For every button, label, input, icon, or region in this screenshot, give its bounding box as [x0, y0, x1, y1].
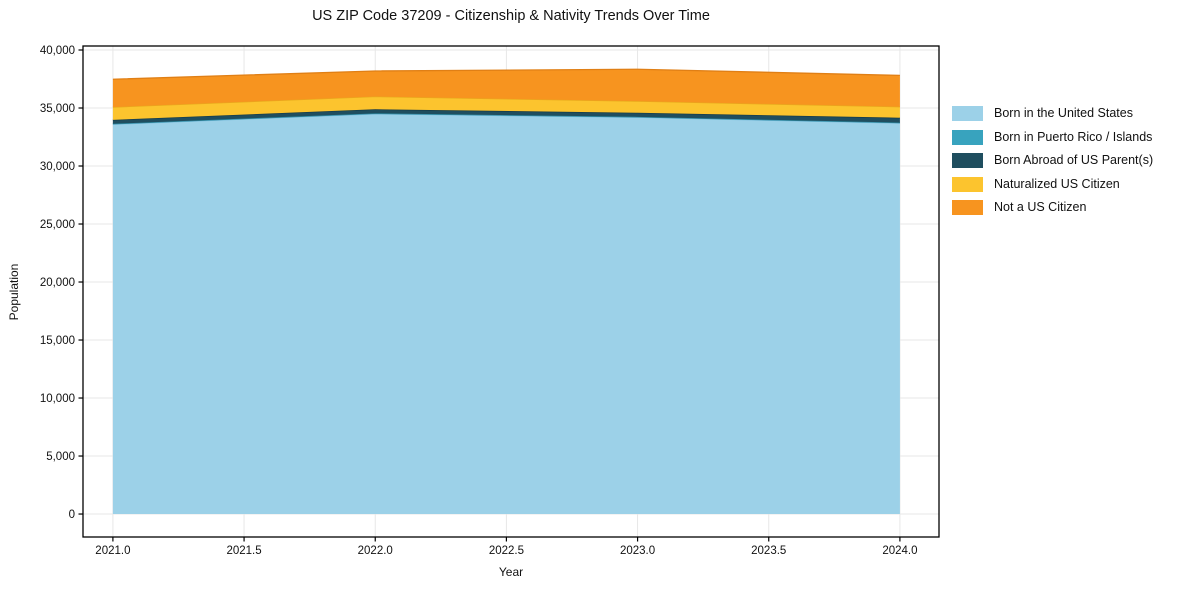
y-tick-label: 10,000 [40, 393, 75, 405]
legend-label: Not a US Citizen [994, 200, 1087, 214]
legend-label: Born in the United States [994, 106, 1133, 120]
legend-label: Naturalized US Citizen [994, 176, 1120, 191]
legend: Born in the United States Born in Puerto… [952, 106, 1153, 215]
legend-item: Born in Puerto Rico / Islands [952, 129, 1153, 145]
x-tick-label: 2023.5 [751, 545, 786, 557]
legend-swatch-not-a-citizen [952, 200, 983, 215]
legend-item: Not a US Citizen [952, 200, 1153, 215]
legend-swatch-born-in-puerto-rico [952, 129, 983, 145]
y-tick-label: 25,000 [40, 219, 75, 231]
legend-item: Born Abroad of US Parent(s) [952, 153, 1153, 168]
chart-title: US ZIP Code 37209 - Citizenship & Nativi… [312, 8, 710, 24]
y-tick-label: 30,000 [40, 161, 75, 173]
edge-born-in-puerto-rico-islands [112, 112, 900, 125]
legend-item: Born in the United States [952, 106, 1153, 121]
x-tick-label: 2024.0 [882, 545, 917, 557]
legend-swatch-born-in-us [952, 106, 983, 121]
legend-item: Naturalized US Citizen [952, 176, 1153, 192]
area-born-in-the-united-states [112, 113, 900, 515]
x-tick-label: 2021.0 [95, 545, 130, 557]
area-not-a-us-citizen [112, 69, 900, 108]
x-tick-label: 2022.5 [489, 545, 524, 557]
x-axis-label: Year [498, 565, 524, 579]
y-tick-label: 35,000 [40, 103, 75, 115]
y-axis-label: Population [7, 263, 21, 321]
x-tick-label: 2021.5 [226, 545, 261, 557]
area-naturalized-us-citizen [112, 96, 900, 120]
legend-label: Born Abroad of US Parent(s) [994, 153, 1154, 167]
y-tick-label: 5,000 [46, 451, 75, 463]
x-tick-label: 2022.0 [358, 545, 393, 557]
x-tick-label: 2023.0 [620, 545, 655, 557]
plot-border [82, 45, 940, 538]
y-tick-label: 40,000 [40, 45, 75, 57]
legend-swatch-naturalized [952, 176, 983, 192]
legend-label: Born in Puerto Rico / Islands [994, 129, 1153, 144]
y-tick-label: 20,000 [40, 277, 75, 289]
y-tick-label: 0 [69, 509, 75, 521]
edge-not-a-us-citizen [112, 68, 900, 80]
area-born-abroad-of-us-parent-s- [112, 109, 900, 124]
legend-swatch-born-abroad [952, 153, 983, 168]
y-tick-label: 15,000 [40, 335, 75, 347]
